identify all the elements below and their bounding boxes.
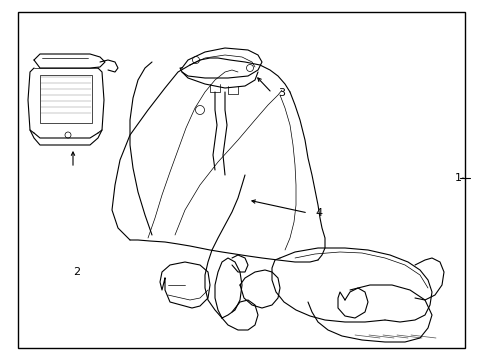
Bar bbox=[40, 75, 92, 123]
Text: 2: 2 bbox=[73, 267, 80, 277]
Text: 1: 1 bbox=[454, 173, 461, 183]
Text: 4: 4 bbox=[314, 208, 322, 218]
Text: 3: 3 bbox=[278, 88, 285, 98]
